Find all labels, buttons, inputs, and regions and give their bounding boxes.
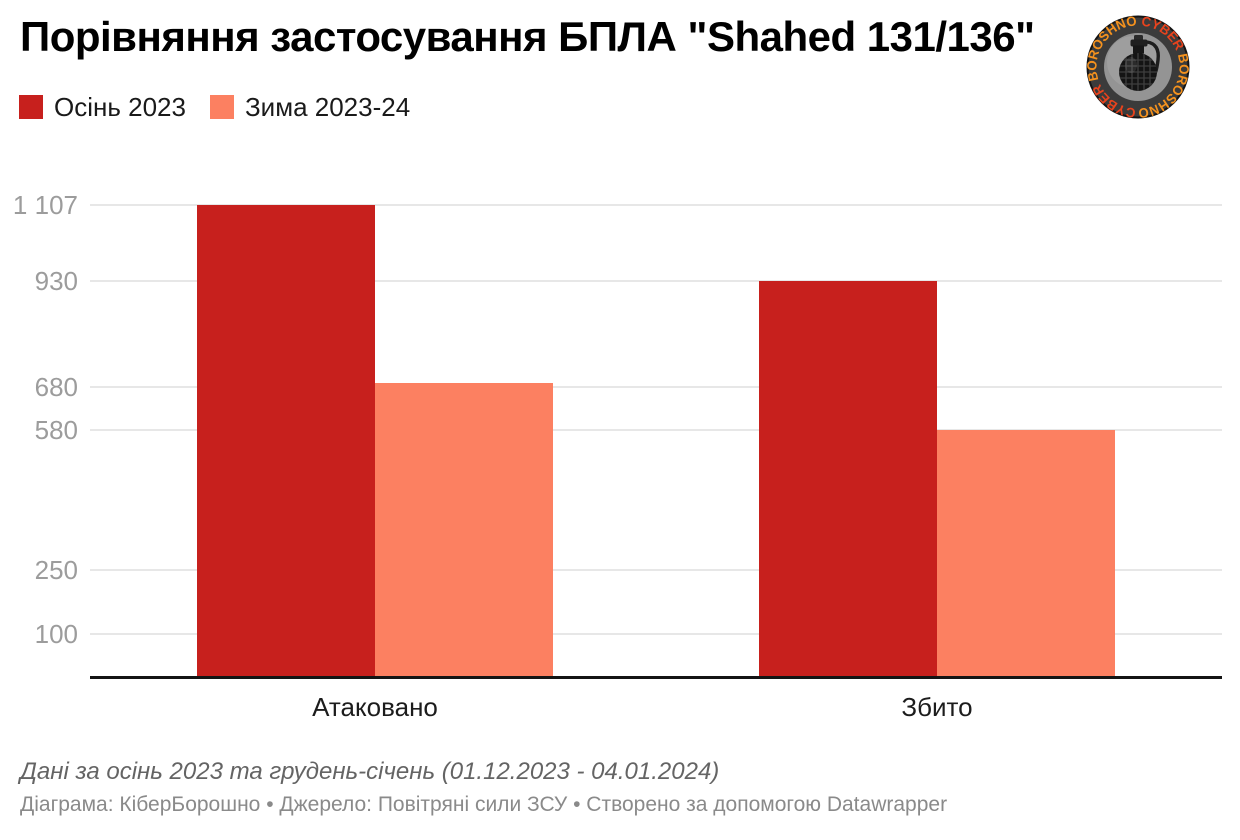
gridline xyxy=(90,279,1222,282)
y-tick-label: 930 xyxy=(34,265,78,296)
y-tick-label: 100 xyxy=(34,619,78,650)
legend-label-autumn: Осінь 2023 xyxy=(54,92,186,122)
bar-chart: 1 107 930 680 580 250 100 Атаковано Збито xyxy=(12,190,1222,722)
gridline xyxy=(90,633,1222,636)
y-tick-label: 1 107 xyxy=(12,190,78,220)
bar-winter-attacked xyxy=(375,382,553,677)
y-tick-label: 250 xyxy=(34,555,78,586)
legend-item-autumn: Осінь 2023 xyxy=(19,94,186,120)
gridline xyxy=(90,569,1222,572)
legend-item-winter: Зима 2023-24 xyxy=(209,92,411,122)
y-tick-label: 580 xyxy=(34,414,78,445)
bar-autumn-shot-down xyxy=(759,280,937,677)
x-category-label: Збито xyxy=(901,692,973,722)
page-title: Порівняння застосування БПЛА "Shahed 131… xyxy=(20,13,1035,60)
cyberboroshno-logo: CYBER BOROSHNO CYBER BOROSHNO xyxy=(1086,13,1190,120)
legend: Осінь 2023 Зима 2023-24 xyxy=(19,94,410,120)
y-tick-label: 680 xyxy=(34,372,78,403)
gridline xyxy=(90,204,1222,206)
x-category-label: Атаковано xyxy=(312,692,438,722)
bar-winter-shot-down xyxy=(937,429,1115,677)
footer-credits: Діаграма: КіберБорошно • Джерело: Повітр… xyxy=(20,793,948,816)
footer-note: Дані за осінь 2023 та грудень-січень (01… xyxy=(20,758,720,785)
legend-swatch-autumn xyxy=(19,95,43,119)
bar-autumn-attacked xyxy=(197,205,375,677)
gridline xyxy=(90,428,1222,431)
legend-label-winter: Зима 2023-24 xyxy=(244,92,411,122)
gridline xyxy=(90,386,1222,389)
legend-swatch-winter xyxy=(209,95,234,119)
grenade-icon xyxy=(1119,35,1160,91)
x-axis-line xyxy=(90,676,1222,679)
